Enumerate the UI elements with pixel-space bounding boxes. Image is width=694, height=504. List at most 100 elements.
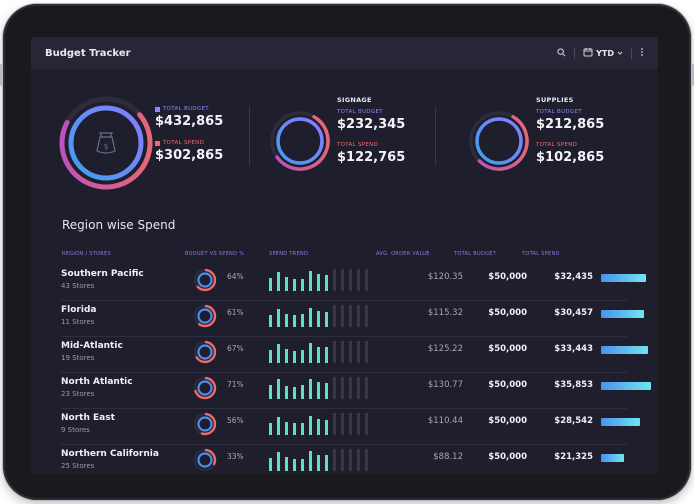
- total-spend: $35,853: [554, 380, 593, 390]
- total-budget: $50,000: [488, 344, 527, 354]
- screen: Budget Tracker YTD: [31, 37, 658, 474]
- search-icon[interactable]: [557, 47, 566, 59]
- total-spend-label: TOTAL SPEND: [163, 140, 205, 146]
- row-divider: [61, 444, 627, 445]
- divider: [435, 107, 436, 165]
- supplies-spend-value: $102,865: [536, 150, 605, 165]
- trend-bar: [293, 387, 296, 399]
- row-divider: [61, 408, 627, 409]
- budget-vs-spend-pct: 64%: [227, 272, 244, 281]
- avg-order-value: $130.77: [427, 380, 463, 390]
- trend-bar-empty: [349, 305, 352, 327]
- table-row[interactable]: Northern California 25 Stores 33% $88.12 $50…: [61, 445, 627, 474]
- trend-bar: [317, 419, 320, 435]
- budget-legend-swatch: [155, 106, 160, 112]
- trend-bar-empty: [341, 377, 344, 399]
- table-row[interactable]: Florida 11 Stores 61% $115.32 $50,000 $30,457: [61, 301, 644, 337]
- trend-bar-empty: [349, 413, 352, 435]
- header-spend-trend[interactable]: SPEND TREND: [269, 251, 309, 257]
- trend-bar-empty: [333, 413, 336, 435]
- trend-bar: [285, 457, 288, 471]
- volume-button: [691, 64, 694, 86]
- trend-bar: [269, 458, 272, 471]
- avg-order-value: $125.22: [427, 344, 463, 354]
- table-row[interactable]: North East 9 Stores 56% $110.44 $50,000 $28,5…: [61, 409, 640, 445]
- trend-bar-empty: [365, 305, 368, 327]
- table-row[interactable]: Mid-Atlantic 19 Stores 67% $125.22 $50,000 $3…: [61, 337, 648, 373]
- header-avg-order-value[interactable]: AVG. ORDER VALUE: [376, 251, 430, 257]
- total-budget: $50,000: [488, 416, 527, 426]
- trend-bar: [325, 420, 328, 435]
- store-count: 25 Stores: [61, 462, 95, 470]
- spend-progress-bar: [601, 382, 651, 390]
- signage-budget-label: TOTAL BUDGET: [337, 109, 383, 115]
- avg-order-value: $88.12: [433, 452, 463, 462]
- budget-vs-spend-ring: [193, 448, 217, 472]
- table-row[interactable]: Southern Pacific 43 Stores 64% $120.35 $50,0…: [61, 265, 646, 301]
- trend-bar: [309, 343, 312, 363]
- trend-bar: [269, 350, 272, 363]
- trend-bar: [301, 385, 304, 399]
- total-donut-chart: $: [59, 96, 153, 190]
- trend-bar-empty: [333, 449, 336, 471]
- total-spend: $30,457: [554, 308, 593, 318]
- trend-bar: [309, 308, 312, 327]
- svg-text:$: $: [103, 142, 108, 151]
- summary-panel: $ TOTAL BUDGET $432,865 TOTAL SPEND $302…: [31, 69, 658, 219]
- chevron-down-icon: [617, 49, 623, 58]
- header-total-spend[interactable]: TOTAL SPEND: [522, 251, 560, 257]
- budget-vs-spend-ring: [193, 376, 217, 400]
- store-count: 43 Stores: [61, 282, 95, 290]
- trend-bar-empty: [341, 341, 344, 363]
- trend-bar: [325, 312, 328, 327]
- spend-trend-sparkline: [269, 377, 368, 399]
- trend-bar: [285, 277, 288, 291]
- trend-bar: [277, 379, 280, 399]
- trend-bar-empty: [341, 449, 344, 471]
- spend-progress-bar: [601, 418, 651, 426]
- spend-trend-sparkline: [269, 413, 368, 435]
- trend-bar-empty: [333, 305, 336, 327]
- trend-bar: [269, 423, 272, 435]
- power-button: [0, 64, 3, 86]
- spend-trend-sparkline: [269, 269, 368, 291]
- row-divider: [61, 336, 627, 337]
- trend-bar: [277, 452, 280, 471]
- header-region[interactable]: REGION / STORES: [62, 251, 111, 257]
- trend-bar: [285, 386, 288, 399]
- budget-vs-spend-ring: [193, 340, 217, 364]
- trend-bar: [325, 275, 328, 291]
- avg-order-value: $110.44: [427, 416, 463, 426]
- row-divider: [61, 300, 627, 301]
- trend-bar-empty: [365, 269, 368, 291]
- total-spend: $28,542: [554, 416, 593, 426]
- table-row[interactable]: North Atlantic 23 Stores 71% $130.77 $50,000…: [61, 373, 651, 409]
- trend-bar: [317, 311, 320, 327]
- spend-trend-sparkline: [269, 305, 368, 327]
- budget-vs-spend-pct: 33%: [227, 452, 244, 461]
- trend-bar: [317, 347, 320, 363]
- spend-progress-fill: [601, 382, 651, 390]
- trend-bar-empty: [341, 413, 344, 435]
- trend-bar: [269, 385, 272, 399]
- more-icon[interactable]: [640, 47, 644, 59]
- total-budget: $50,000: [488, 380, 527, 390]
- trend-bar: [309, 451, 312, 471]
- trend-bar: [277, 344, 280, 363]
- trend-bar: [277, 417, 280, 435]
- trend-bar-empty: [333, 341, 336, 363]
- header-total-budget[interactable]: TOTAL BUDGET: [454, 251, 497, 257]
- top-bar-actions: YTD: [557, 47, 644, 59]
- supplies-budget-stat: TOTAL BUDGET $212,865: [536, 109, 604, 132]
- trend-bar-empty: [357, 413, 360, 435]
- period-label: YTD: [596, 48, 614, 58]
- trend-bar-empty: [365, 449, 368, 471]
- header-budget-vs-spend[interactable]: BUDGET VS SPEND %: [185, 251, 245, 257]
- divider: [574, 47, 576, 59]
- trend-bar: [325, 347, 328, 363]
- region-name: Northern California: [61, 449, 159, 459]
- period-selector[interactable]: YTD: [583, 47, 623, 59]
- trend-bar: [309, 416, 312, 435]
- trend-bar: [301, 279, 304, 291]
- signage-spend-stat: TOTAL SPEND $122,765: [337, 142, 405, 165]
